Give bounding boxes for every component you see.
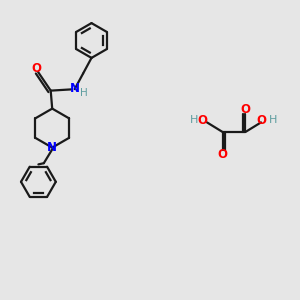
Text: O: O — [198, 113, 208, 127]
Text: O: O — [218, 148, 228, 161]
Text: N: N — [70, 82, 80, 95]
Text: H: H — [190, 115, 198, 125]
Text: O: O — [240, 103, 250, 116]
Text: O: O — [32, 61, 42, 75]
Text: H: H — [269, 115, 277, 125]
Text: N: N — [47, 141, 57, 154]
Text: H: H — [80, 88, 88, 98]
Text: O: O — [256, 113, 266, 127]
